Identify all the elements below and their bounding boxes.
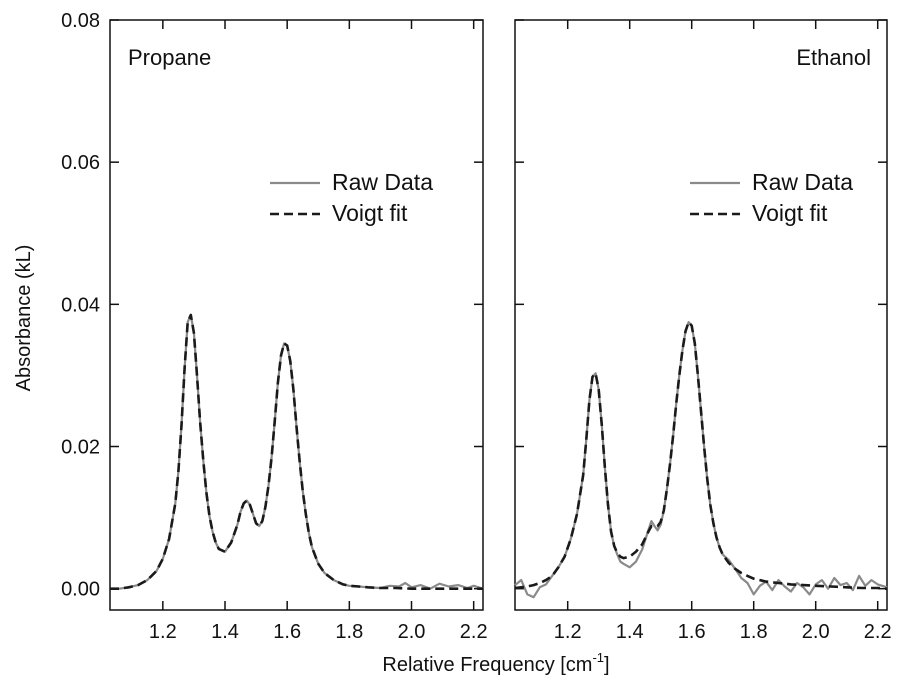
x-tick-label: 1.6	[678, 621, 706, 643]
x-tick-label: 2.0	[802, 621, 830, 643]
panel-title: Ethanol	[796, 45, 871, 70]
x-tick-label: 1.2	[149, 621, 177, 643]
x-tick-label: 1.4	[211, 621, 239, 643]
x-tick-label: 1.8	[740, 621, 768, 643]
x-tick-label: 1.6	[273, 621, 301, 643]
x-tick-label: 2.2	[460, 621, 488, 643]
plot-frame	[109, 19, 484, 611]
x-tick-label: 1.4	[616, 621, 644, 643]
x-tick-label: 2.0	[398, 621, 426, 643]
voigt-fit-line	[514, 320, 888, 590]
x-axis-title: Relative Frequency [cm-1]	[382, 650, 609, 676]
panel-title: Propane	[128, 45, 211, 70]
x-axis-title-superscript: -1	[592, 650, 604, 665]
y-tick-label: 0.00	[61, 579, 100, 601]
x-axis-title-main: Relative Frequency [cm	[382, 654, 592, 676]
legend-label: Voigt fit	[752, 200, 828, 226]
y-tick-label: 0.06	[61, 152, 100, 174]
voigt-fit-line	[110, 313, 483, 591]
y-axis-tick-labels: 0.00 0.02 0.04 0.06 0.08	[61, 10, 100, 601]
y-tick-label: 0.04	[61, 294, 100, 316]
x-axis-title-end: ]	[604, 654, 610, 676]
legend-label: Raw Data	[332, 169, 433, 195]
raw-data-line	[514, 321, 888, 599]
y-tick-label: 0.02	[61, 437, 100, 459]
legend-label: Raw Data	[752, 169, 853, 195]
panel-ethanol: 1.2 1.4 1.6 1.8 2.0 2.2 Ethanol Raw Data Voigt f…	[514, 19, 892, 643]
x-tick-label: 2.2	[864, 621, 892, 643]
x-tick-label: 1.8	[335, 621, 363, 643]
legend-label: Voigt fit	[332, 200, 408, 226]
panel-propane: 1.2 1.4 1.6 1.8 2.0 2.2 Propane Raw Data Voigt f…	[109, 19, 488, 643]
y-axis-title: Absorbance (kL)	[13, 245, 35, 392]
plot-frame	[514, 19, 888, 611]
y-tick-label: 0.08	[61, 10, 100, 32]
x-tick-label: 1.2	[554, 621, 582, 643]
